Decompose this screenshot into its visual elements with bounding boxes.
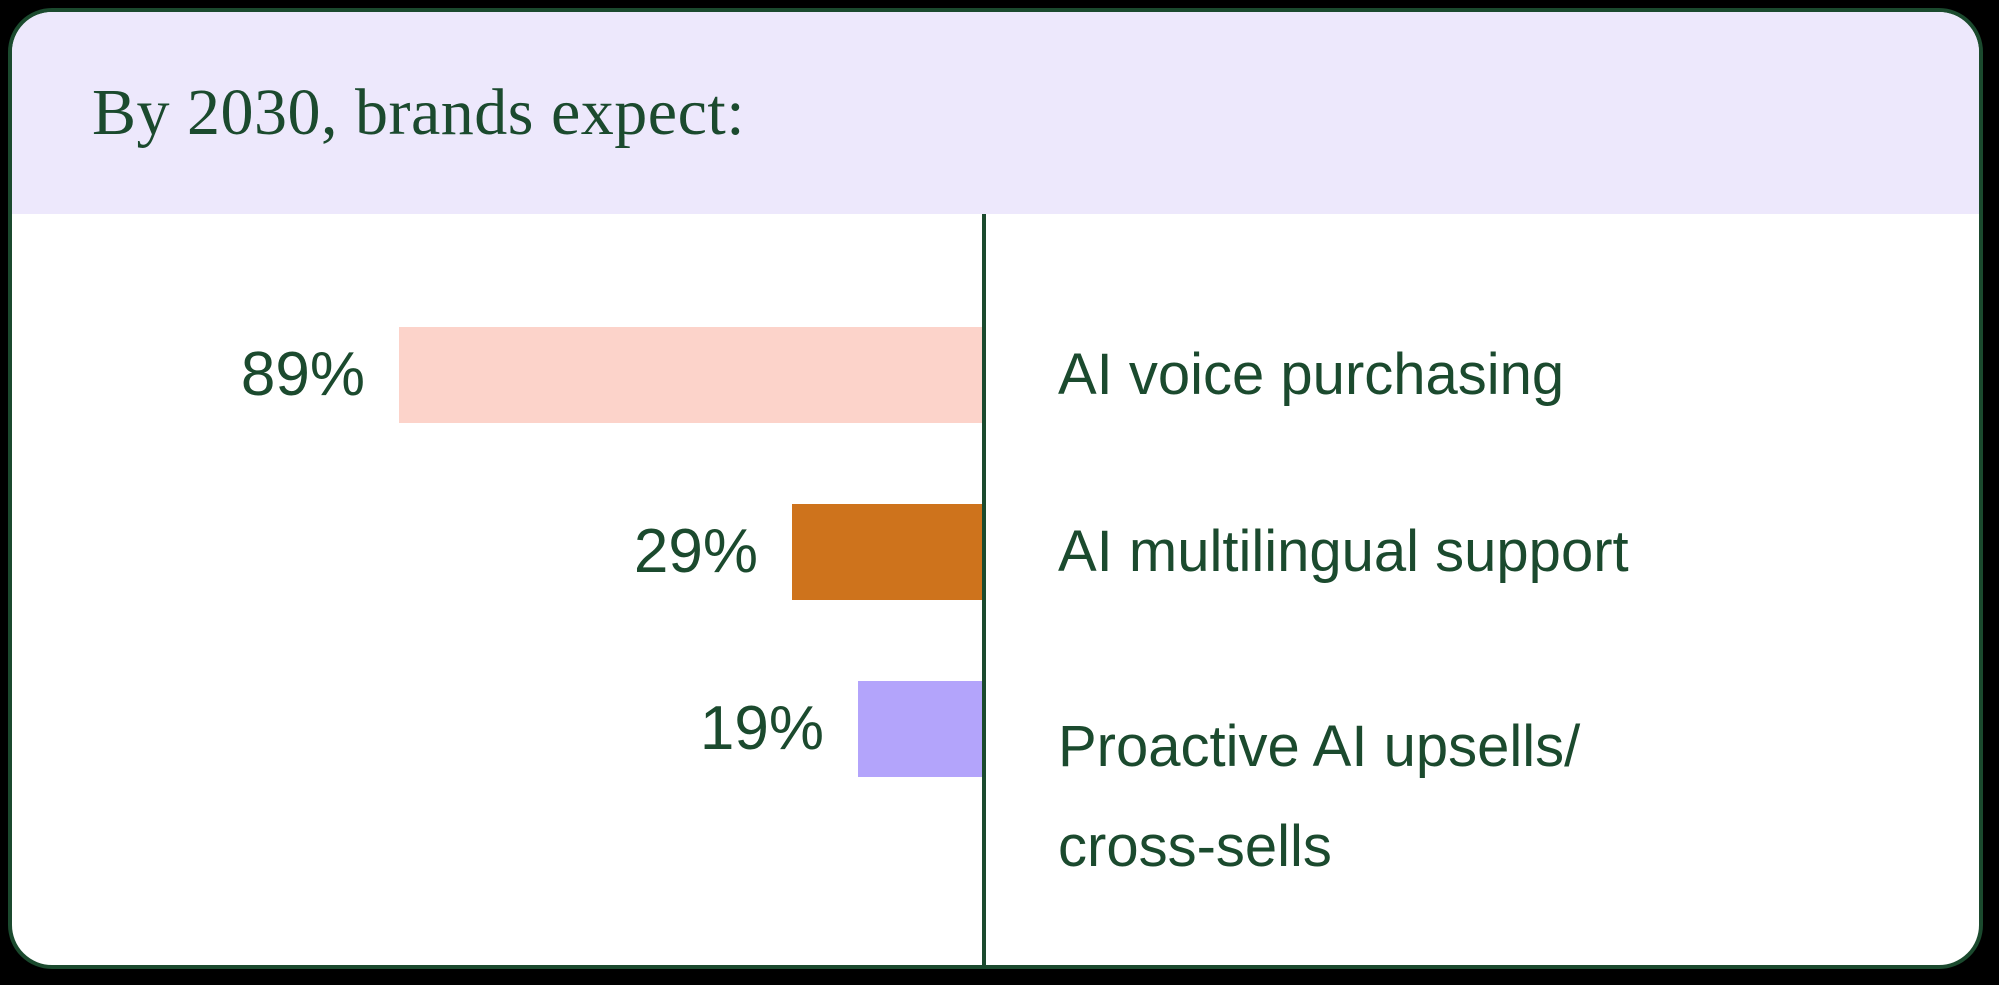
card-header: By 2030, brands expect: [12,12,1979,214]
value-label-multilingual-support: 29% [633,517,758,586]
value-label-voice-purchasing: 89% [240,340,365,409]
bar-row-voice-purchasing: 89% [12,327,982,423]
bar-multilingual-support [792,504,982,600]
category-label-multilingual-support: AI multilingual support [1058,519,1629,585]
value-label-proactive-upsells: 19% [699,694,824,763]
chart-title: By 2030, brands expect: [92,76,746,149]
label-row-voice-purchasing: AI voice purchasing [1058,327,1979,423]
bar-row-multilingual-support: 29% [12,504,982,600]
label-row-multilingual-support: AI multilingual support [1058,504,1979,600]
card-body: 89% 29% 19% AI voice purchasing AI multi… [12,214,1979,965]
category-label-proactive-upsells: Proactive AI upsells/ cross-sells [1058,714,1581,879]
bar-proactive-upsells [858,681,982,777]
bar-voice-purchasing [399,327,982,423]
category-labels-panel: AI voice purchasing AI multilingual supp… [982,214,1979,965]
category-label-voice-purchasing: AI voice purchasing [1058,342,1565,408]
chart-card: By 2030, brands expect: 89% 29% 19% AI v… [8,8,1983,969]
bar-chart-panel: 89% 29% 19% [12,214,982,965]
label-row-proactive-upsells: Proactive AI upsells/ cross-sells [1058,681,1979,879]
bar-row-proactive-upsells: 19% [12,681,982,777]
